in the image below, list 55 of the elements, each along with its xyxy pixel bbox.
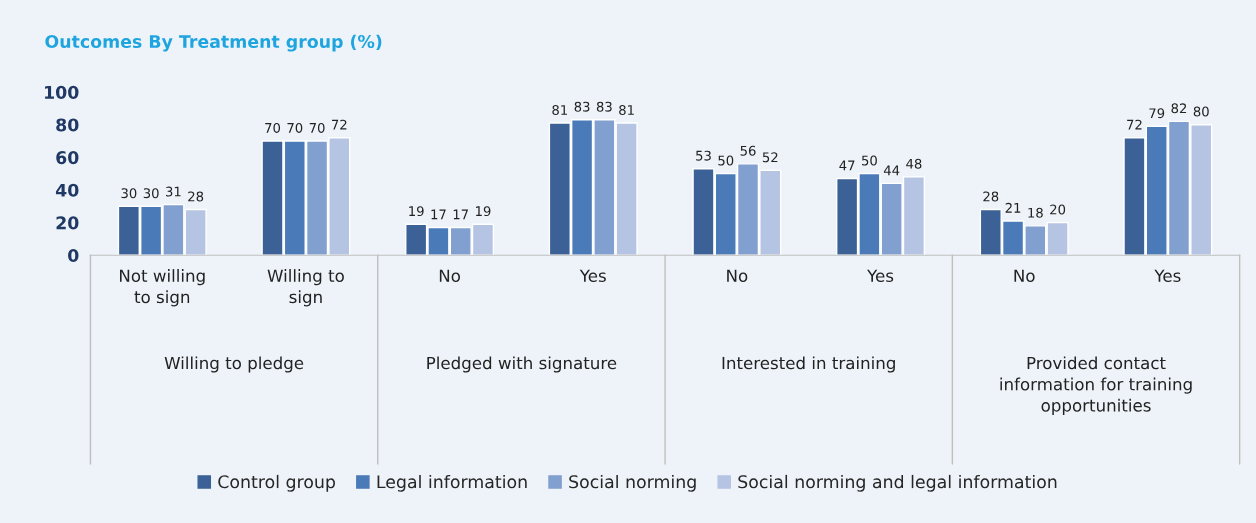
data-label: 17 bbox=[431, 209, 446, 220]
x-tick-label: No bbox=[727, 269, 748, 283]
x-tick-label: Willing to sign bbox=[267, 269, 344, 307]
data-label: 28 bbox=[188, 191, 204, 202]
x-tick-label: Yes bbox=[579, 269, 606, 283]
y-tick-label: 100 bbox=[45, 85, 79, 99]
chart-title: Outcomes By Treatment group (%) bbox=[45, 34, 382, 52]
y-tick-label: 80 bbox=[56, 118, 79, 132]
data-label: 52 bbox=[762, 152, 778, 163]
x-tick-label: No bbox=[1014, 269, 1035, 283]
data-label: 28 bbox=[983, 191, 999, 202]
text: Interested in training bbox=[722, 356, 895, 373]
data-label: 31 bbox=[166, 186, 181, 197]
data-label: 18 bbox=[1028, 207, 1043, 218]
legend-label: Legal information bbox=[377, 474, 527, 492]
text: Pledged with signature bbox=[427, 356, 617, 373]
data-label: 20 bbox=[1050, 204, 1066, 215]
data-label: 80 bbox=[1193, 106, 1209, 117]
data-label: 19 bbox=[409, 206, 424, 217]
data-label: 47 bbox=[839, 160, 855, 171]
data-label: 79 bbox=[1149, 108, 1165, 119]
data-label: 30 bbox=[121, 188, 137, 199]
legend-label: Social norming bbox=[569, 474, 696, 492]
data-label: 70 bbox=[287, 122, 303, 133]
x-tick-label: Yes bbox=[1154, 269, 1181, 283]
y-tick-label: 60 bbox=[56, 151, 79, 165]
legend-label: Control group bbox=[218, 474, 336, 492]
data-label: 53 bbox=[696, 150, 711, 161]
data-label: 19 bbox=[476, 206, 491, 217]
data-label: 83 bbox=[596, 101, 612, 112]
data-label: 17 bbox=[453, 209, 468, 220]
data-label: 82 bbox=[1171, 103, 1187, 114]
data-label: 44 bbox=[883, 165, 900, 176]
data-label: 48 bbox=[906, 158, 922, 169]
data-label: 72 bbox=[1127, 119, 1142, 130]
data-label: 70 bbox=[265, 122, 281, 133]
data-label: 56 bbox=[740, 145, 756, 156]
text: Willing to pledge bbox=[164, 356, 304, 373]
data-label: 21 bbox=[1005, 202, 1021, 213]
data-label: 50 bbox=[718, 155, 734, 166]
legend-label: Social norming and legal information bbox=[738, 474, 1057, 492]
y-tick-label: 20 bbox=[56, 216, 79, 230]
x-tick-label: No bbox=[439, 269, 460, 283]
y-tick-label: 40 bbox=[55, 183, 79, 197]
data-label: 50 bbox=[862, 155, 877, 166]
data-label: 72 bbox=[332, 119, 347, 130]
data-label: 81 bbox=[552, 104, 567, 115]
data-label: 30 bbox=[143, 188, 159, 199]
data-label: 70 bbox=[309, 122, 325, 133]
data-label: 81 bbox=[619, 104, 634, 115]
data-label: 83 bbox=[574, 101, 590, 112]
x-tick-label: Not willing to sign bbox=[120, 269, 205, 307]
x-tick-label: Yes bbox=[867, 269, 894, 283]
text: Provided contact information for training opportunities bbox=[1000, 356, 1192, 415]
y-tick-label: 0 bbox=[68, 248, 79, 263]
